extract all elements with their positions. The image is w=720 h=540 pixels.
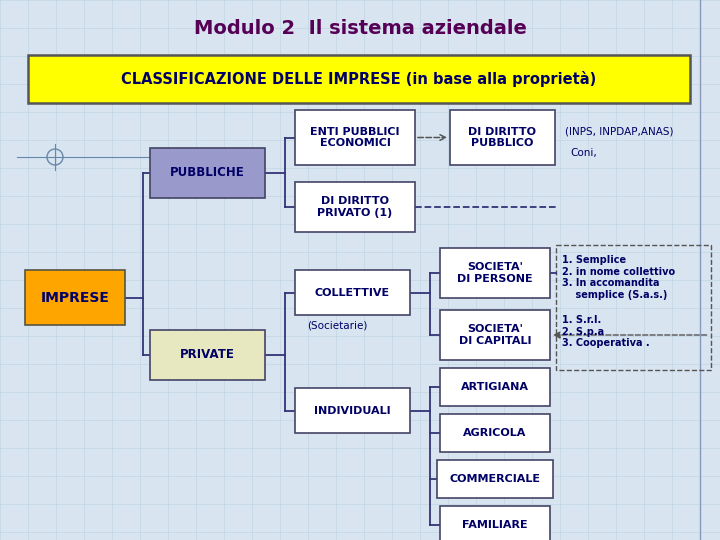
Text: PRIVATE: PRIVATE (180, 348, 235, 361)
Text: IMPRESE: IMPRESE (40, 291, 109, 305)
Text: SOCIETA'
DI CAPITALI: SOCIETA' DI CAPITALI (459, 324, 531, 346)
FancyBboxPatch shape (440, 506, 550, 540)
Text: ENTI PUBBLICI
ECONOMICI: ENTI PUBBLICI ECONOMICI (310, 127, 400, 148)
FancyBboxPatch shape (25, 270, 125, 325)
Text: INDIVIDUALI: INDIVIDUALI (314, 406, 391, 415)
FancyBboxPatch shape (440, 368, 550, 406)
Text: 1. S.r.l.
2. S.p.a
3. Cooperativa .: 1. S.r.l. 2. S.p.a 3. Cooperativa . (562, 315, 649, 348)
FancyBboxPatch shape (28, 55, 690, 103)
FancyBboxPatch shape (295, 270, 410, 315)
Text: (Societarie): (Societarie) (307, 320, 367, 330)
Text: CLASSIFICAZIONE DELLE IMPRESE (in base alla proprietà): CLASSIFICAZIONE DELLE IMPRESE (in base a… (122, 71, 597, 87)
Text: 1. Semplice
2. in nome collettivo
3. In accomandita
    semplice (S.a.s.): 1. Semplice 2. in nome collettivo 3. In … (562, 255, 675, 300)
Text: DI DIRITTO
PUBBLICO: DI DIRITTO PUBBLICO (469, 127, 536, 148)
Text: Modulo 2  Il sistema aziendale: Modulo 2 Il sistema aziendale (194, 18, 526, 37)
FancyBboxPatch shape (440, 414, 550, 452)
FancyBboxPatch shape (440, 248, 550, 298)
FancyBboxPatch shape (150, 330, 265, 380)
FancyBboxPatch shape (295, 388, 410, 433)
Text: FAMILIARE: FAMILIARE (462, 520, 528, 530)
Text: COMMERCIALE: COMMERCIALE (449, 474, 541, 484)
Text: AGRICOLA: AGRICOLA (463, 428, 527, 438)
FancyBboxPatch shape (437, 460, 553, 498)
FancyBboxPatch shape (450, 110, 555, 165)
FancyBboxPatch shape (150, 148, 265, 198)
Text: ARTIGIANA: ARTIGIANA (461, 382, 529, 392)
Text: (INPS, INPDAP,ANAS): (INPS, INPDAP,ANAS) (565, 127, 673, 137)
Text: COLLETTIVE: COLLETTIVE (315, 287, 390, 298)
FancyBboxPatch shape (440, 310, 550, 360)
FancyBboxPatch shape (295, 182, 415, 232)
Text: DI DIRITTO
PRIVATO (1): DI DIRITTO PRIVATO (1) (318, 196, 392, 218)
FancyBboxPatch shape (295, 110, 415, 165)
Text: Coni,: Coni, (570, 148, 597, 158)
Text: PUBBLICHE: PUBBLICHE (170, 166, 245, 179)
Text: SOCIETA'
DI PERSONE: SOCIETA' DI PERSONE (457, 262, 533, 284)
